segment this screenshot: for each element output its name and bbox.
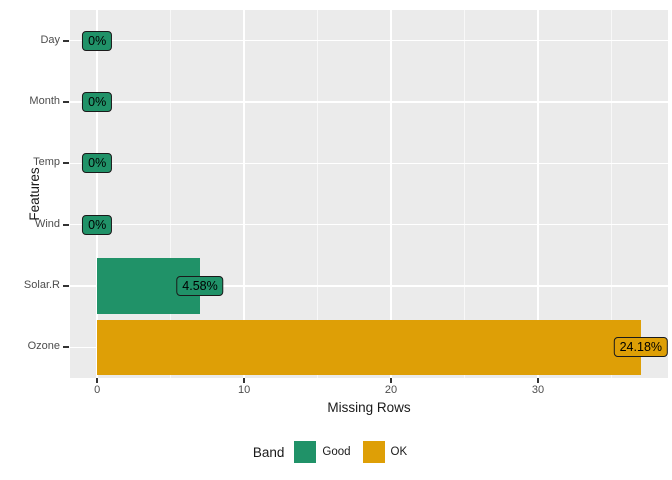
x-tick-label-0: 0 [94,384,101,396]
x-tick-label-10: 10 [237,384,251,396]
gridline-major-y-solar-r [70,285,668,287]
y-tick-label-ozone: Ozone [27,340,60,353]
y-axis-title: Features [27,167,43,221]
bar-label-day: 0% [82,30,113,51]
legend: Band Good OK [0,440,672,464]
legend-title: Band [252,444,285,460]
plot-panel: 0% 0% 0% 0% 4.58% 24.18% [70,10,668,378]
x-tick-20 [390,378,393,383]
y-tick-label-month: Month [29,95,60,107]
gridline-major-y-wind [70,223,668,226]
gridline-major-x-30 [537,10,539,378]
x-axis-title: Missing Rows [327,400,411,415]
legend-label-ok: OK [390,446,408,458]
gridline-minor-x-25 [464,10,465,378]
legend-swatch-good [294,441,317,463]
bar-label-wind: 0% [82,214,113,235]
gridline-major-x-10 [243,10,245,378]
x-tick-0 [96,378,99,383]
y-tick-month [63,101,69,103]
gridline-minor-x-15 [317,10,319,378]
gridline-major-y-temp [70,162,668,165]
y-tick-temp [63,162,69,165]
gridline-minor-x-35 [610,10,612,378]
y-tick-label-day: Day [40,33,60,46]
gridline-major-y-day [70,39,668,42]
x-tick-label-20: 20 [384,384,398,396]
x-tick-label-30: 30 [531,384,545,396]
gridline-major-x-20 [390,10,392,378]
bar-ozone [97,319,641,375]
y-tick-day [63,39,69,42]
bar-label-month: 0% [82,92,113,112]
legend-swatch-ok [362,441,385,463]
y-tick-wind [63,223,69,226]
gridline-major-x-0 [96,10,98,378]
y-tick-ozone [63,346,69,349]
y-tick-label-wind: Wind [34,217,60,230]
y-tick-label-temp: Temp [33,156,60,169]
gridline-minor-x-5 [170,10,172,378]
gridline-major-y-month [70,101,668,103]
bar-label-ozone: 24.18% [613,337,668,358]
y-tick-label-solar-r: Solar.R [23,279,60,291]
x-tick-30 [536,378,539,383]
y-tick-solar-r [63,285,69,287]
x-tick-10 [243,378,246,383]
legend-label-good: Good [322,446,351,458]
bar-label-temp: 0% [82,153,113,174]
legend-entries: Good OK [294,441,419,463]
bar-label-solar-r: 4.58% [176,276,224,296]
